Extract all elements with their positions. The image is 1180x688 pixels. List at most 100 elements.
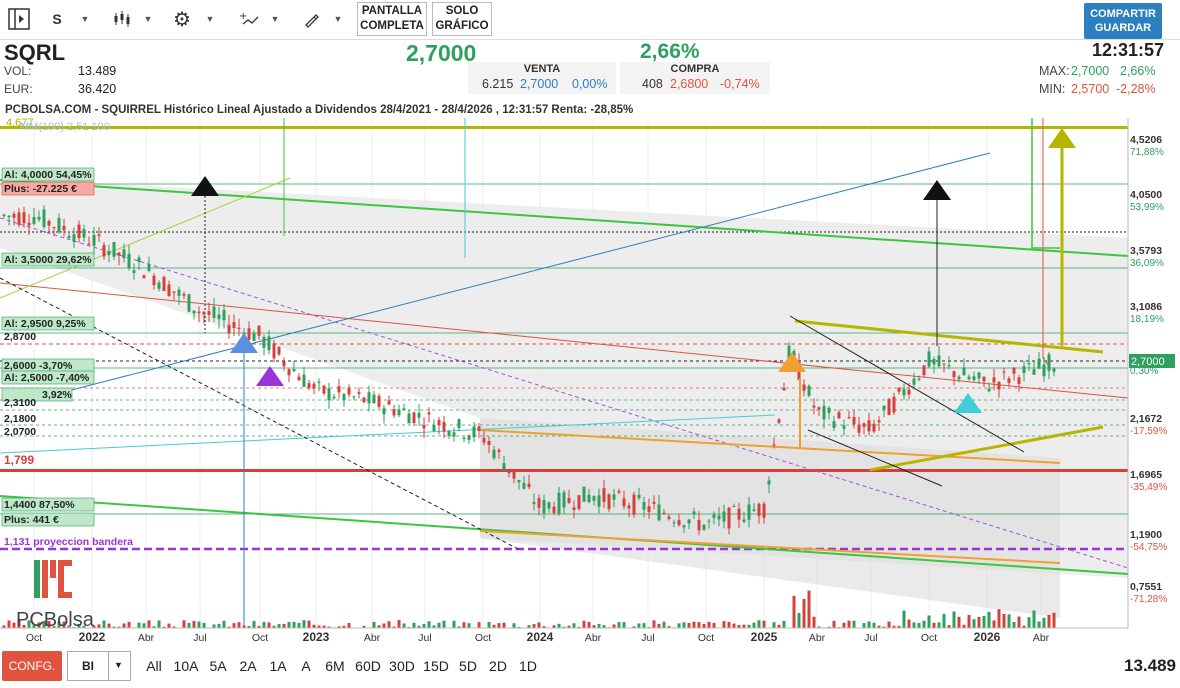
range-button-1a[interactable]: 1A xyxy=(269,658,287,674)
volume-bar xyxy=(402,623,406,628)
volume-bar xyxy=(77,623,81,628)
indicator-icon[interactable]: + xyxy=(238,6,260,32)
volume-bar xyxy=(712,622,716,628)
volume-bar xyxy=(347,623,351,628)
candle-body xyxy=(1022,366,1026,374)
volume-bar xyxy=(162,626,166,628)
candle-body xyxy=(547,502,551,509)
range-button-2a[interactable]: 2A xyxy=(239,658,257,674)
candle-body xyxy=(812,405,816,408)
drawing-pen-icon[interactable] xyxy=(302,6,322,32)
candle-body xyxy=(742,519,746,522)
time-axis: Oct 2022 Abr Jul Oct 2023 Abr Jul Oct 2024 Abr Jul O… xyxy=(0,627,1128,644)
volume-bar xyxy=(1032,610,1036,628)
gear-icon[interactable]: ⚙ xyxy=(173,8,191,31)
axis-price: 3,1086 xyxy=(1130,301,1162,313)
range-button-a[interactable]: A xyxy=(301,658,311,674)
candle-body xyxy=(137,257,141,263)
range-button-1d[interactable]: 1D xyxy=(519,658,537,674)
volume-bar xyxy=(842,622,846,628)
config-button[interactable]: CONFG. xyxy=(2,651,62,681)
chevron-down-icon[interactable]: ▼ xyxy=(333,14,343,24)
volume-bar xyxy=(602,625,606,628)
range-button-5a[interactable]: 5A xyxy=(209,658,227,674)
candle-body xyxy=(302,374,306,387)
candle-body xyxy=(977,372,981,379)
volume-bar xyxy=(322,625,326,628)
candle-body xyxy=(397,409,401,416)
range-button-6m[interactable]: 6M xyxy=(325,658,345,674)
candle-body xyxy=(567,497,571,503)
candle-body xyxy=(967,376,971,380)
chevron-down-icon[interactable]: ▼ xyxy=(205,14,215,24)
candle-body xyxy=(542,499,546,514)
chevron-down-icon[interactable]: ▼ xyxy=(270,14,280,24)
range-button-2d[interactable]: 2D xyxy=(489,658,507,674)
volume-bar xyxy=(1022,625,1026,628)
fullscreen-button[interactable]: PANTALLA COMPLETA xyxy=(357,2,427,36)
range-button-15d[interactable]: 15D xyxy=(423,658,449,674)
volume-bar xyxy=(737,624,741,628)
volume-bar xyxy=(282,624,286,628)
chart-title: PCBOLSA.COM - SQUIRREL Histórico Lineal … xyxy=(5,104,634,116)
volume-bar xyxy=(1052,612,1056,628)
candle-body xyxy=(832,421,836,428)
candle-body xyxy=(412,412,416,423)
volume-bar xyxy=(557,623,561,628)
volume-bar xyxy=(1017,616,1021,628)
range-button-10a[interactable]: 10A xyxy=(173,658,199,674)
volume-bar xyxy=(67,625,71,628)
candle-body xyxy=(367,392,371,404)
candle-body xyxy=(237,327,241,329)
volume-bar xyxy=(1007,614,1011,628)
panel-toggle-icon[interactable] xyxy=(6,6,32,32)
min-pct: -2,28% xyxy=(1116,82,1156,96)
volume-bar xyxy=(277,624,281,628)
volume-bar xyxy=(477,622,481,628)
black-flag-top xyxy=(789,315,1025,453)
range-button-60d[interactable]: 60D xyxy=(355,658,381,674)
candle-body xyxy=(937,355,941,367)
x-tick-label: 2024 xyxy=(527,630,554,644)
pcbolsa-logo: PCBolsa xyxy=(16,560,95,631)
candle-body xyxy=(747,504,751,520)
candlestick-icon[interactable] xyxy=(112,6,132,32)
candle-body xyxy=(532,502,536,504)
level-label: 1,131 proyeccion bandera xyxy=(4,536,133,548)
candle-body xyxy=(292,369,296,372)
volume-bar xyxy=(302,620,306,628)
volume-bar xyxy=(552,625,556,628)
candle-body xyxy=(112,241,116,257)
candle-body xyxy=(152,275,156,286)
volume-bar xyxy=(782,620,786,628)
sell-box: VENTA 6.215 2,7000 0,00% xyxy=(468,62,616,94)
chevron-down-icon[interactable]: ▼ xyxy=(80,14,90,24)
volume-bar xyxy=(52,626,56,628)
candle-body xyxy=(1052,368,1056,372)
volume-bar xyxy=(147,620,151,628)
candle-body xyxy=(617,490,621,493)
candle-body xyxy=(12,213,16,218)
interval-select[interactable]: BI ▼ xyxy=(67,651,131,681)
x-tick-label: 2023 xyxy=(303,630,330,644)
range-button-30d[interactable]: 30D xyxy=(389,658,415,674)
level-label: 1,799 xyxy=(4,453,34,467)
symbol-selector[interactable]: S xyxy=(52,11,62,27)
share-save-button[interactable]: COMPARTIR GUARDAR xyxy=(1084,3,1162,39)
candle-body xyxy=(502,463,506,471)
chart-only-button[interactable]: SOLO GRÁFICO xyxy=(432,2,492,36)
candle-body xyxy=(807,385,811,396)
volume-bar xyxy=(597,623,601,628)
volume-bar xyxy=(872,622,876,628)
volume-bar xyxy=(192,620,196,628)
volume-bar xyxy=(612,624,616,628)
level-label: 2,6000 -3,70% xyxy=(4,360,73,372)
chevron-down-icon[interactable]: ▼ xyxy=(143,14,153,24)
volume-bar xyxy=(227,626,231,628)
range-button-5d[interactable]: 5D xyxy=(459,658,477,674)
volume-bar xyxy=(57,621,61,628)
candle-body xyxy=(482,437,486,443)
x-tick-label: 2026 xyxy=(974,630,1001,644)
range-button-all[interactable]: All xyxy=(146,658,162,674)
